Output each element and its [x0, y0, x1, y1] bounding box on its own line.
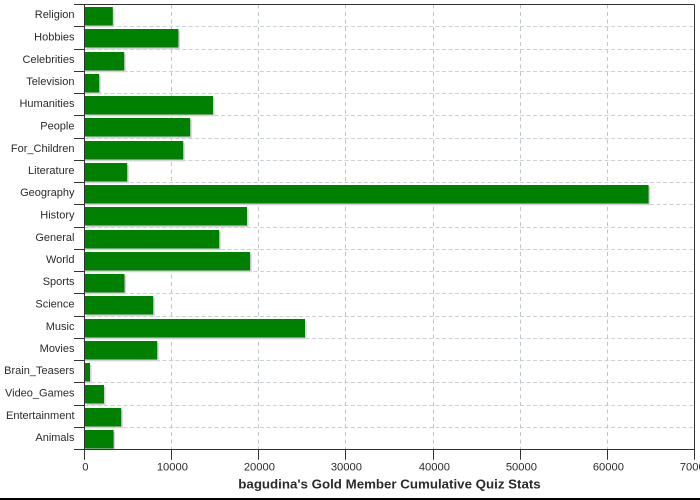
- svg-text:Animals: Animals: [35, 432, 75, 444]
- svg-text:Entertainment: Entertainment: [6, 410, 74, 422]
- svg-text:For_Children: For_Children: [11, 143, 75, 155]
- svg-text:Geography: Geography: [20, 187, 75, 199]
- svg-text:Science: Science: [35, 298, 74, 310]
- svg-text:50000: 50000: [506, 461, 537, 473]
- svg-text:Hobbies: Hobbies: [34, 31, 75, 43]
- svg-text:Television: Television: [26, 76, 74, 88]
- svg-text:World: World: [46, 254, 75, 266]
- svg-text:40000: 40000: [419, 461, 450, 473]
- svg-text:Celebrities: Celebrities: [23, 54, 75, 66]
- svg-text:General: General: [35, 232, 74, 244]
- svg-text:Literature: Literature: [28, 165, 74, 177]
- svg-text:Sports: Sports: [43, 276, 75, 288]
- svg-text:70000: 70000: [680, 461, 700, 473]
- svg-text:People: People: [40, 120, 74, 132]
- svg-text:Humanities: Humanities: [19, 98, 75, 110]
- svg-text:60000: 60000: [593, 461, 624, 473]
- svg-text:Brain_Teasers: Brain_Teasers: [4, 365, 75, 377]
- svg-text:bagudina's Gold Member Cumulat: bagudina's Gold Member Cumulative Quiz S…: [238, 476, 540, 491]
- svg-text:10000: 10000: [157, 461, 188, 473]
- svg-text:History: History: [40, 209, 75, 221]
- svg-text:Video_Games: Video_Games: [5, 387, 75, 399]
- svg-text:Music: Music: [46, 321, 75, 333]
- svg-text:Religion: Religion: [35, 9, 75, 21]
- svg-text:20000: 20000: [244, 461, 275, 473]
- svg-text:Movies: Movies: [40, 343, 75, 355]
- svg-text:30000: 30000: [331, 461, 362, 473]
- svg-text:0: 0: [82, 461, 88, 473]
